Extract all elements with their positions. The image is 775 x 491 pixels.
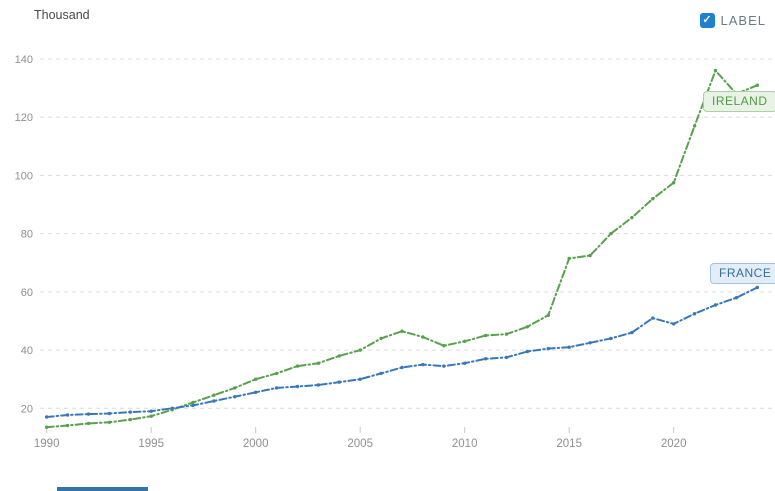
point-france-2011[interactable] <box>483 357 488 361</box>
line-ireland[interactable] <box>45 69 759 429</box>
point-ireland-2002[interactable] <box>295 364 300 368</box>
point-france-2012[interactable] <box>504 355 509 360</box>
point-france-2002[interactable] <box>295 384 300 389</box>
point-ireland-1995[interactable] <box>149 414 153 418</box>
point-france-2010[interactable] <box>463 361 467 365</box>
line-france[interactable] <box>45 286 759 418</box>
point-ireland-2000[interactable] <box>254 377 258 381</box>
point-france-1991[interactable] <box>65 413 70 417</box>
point-ireland-1997[interactable] <box>191 400 195 405</box>
point-france-2015[interactable] <box>567 345 571 349</box>
partial-bottom-element[interactable] <box>57 487 148 491</box>
point-france-2001[interactable] <box>274 386 279 390</box>
point-ireland-1993[interactable] <box>107 420 112 424</box>
point-ireland-2011[interactable] <box>483 333 488 338</box>
point-france-2008[interactable] <box>421 362 425 367</box>
y-tick-label-100: 100 <box>15 170 33 182</box>
point-ireland-2022[interactable] <box>713 68 718 73</box>
point-france-1998[interactable] <box>212 399 216 403</box>
point-france-1997[interactable] <box>191 403 195 408</box>
point-ireland-2018[interactable] <box>630 215 634 220</box>
point-france-2024[interactable] <box>755 285 759 290</box>
point-ireland-2009[interactable] <box>442 344 446 348</box>
point-france-2000[interactable] <box>254 390 258 394</box>
x-tick-label-2000: 2000 <box>243 438 269 450</box>
y-tick-label-40: 40 <box>21 345 33 357</box>
point-france-1992[interactable] <box>86 412 91 416</box>
series-label-france[interactable]: FRANCE <box>710 263 775 284</box>
y-tick-label-120: 120 <box>15 112 33 124</box>
point-ireland-2006[interactable] <box>379 336 383 341</box>
point-france-2003[interactable] <box>316 383 321 387</box>
point-ireland-1998[interactable] <box>212 393 216 397</box>
point-ireland-2003[interactable] <box>316 361 321 365</box>
x-tick-label-2010: 2010 <box>452 438 478 450</box>
point-ireland-2021[interactable] <box>692 124 697 128</box>
point-france-1999[interactable] <box>233 395 237 399</box>
point-france-2020[interactable] <box>672 322 676 326</box>
point-france-2018[interactable] <box>630 330 634 335</box>
point-ireland-1999[interactable] <box>233 386 237 390</box>
point-france-1994[interactable] <box>128 410 132 414</box>
y-tick-label-60: 60 <box>21 287 33 299</box>
point-france-2023[interactable] <box>734 296 739 300</box>
y-tick-label-20: 20 <box>21 403 33 415</box>
label-toggle[interactable]: ✓ LABEL <box>699 13 766 28</box>
point-france-1990[interactable] <box>45 415 49 419</box>
point-france-2005[interactable] <box>358 377 362 381</box>
series-label-ireland[interactable]: IRELAND <box>703 91 775 112</box>
point-ireland-2007[interactable] <box>400 329 404 333</box>
point-france-1995[interactable] <box>149 409 153 413</box>
point-france-2007[interactable] <box>400 365 404 370</box>
point-france-2009[interactable] <box>442 364 446 368</box>
x-tick-label-1995: 1995 <box>138 438 164 450</box>
point-ireland-2005[interactable] <box>358 348 362 352</box>
point-ireland-2004[interactable] <box>337 354 341 358</box>
point-ireland-2024[interactable] <box>755 83 759 87</box>
y-tick-label-80: 80 <box>21 229 33 241</box>
point-france-2021[interactable] <box>692 312 697 316</box>
label-checkbox-icon[interactable]: ✓ <box>699 13 715 28</box>
point-ireland-1990[interactable] <box>45 425 49 429</box>
point-france-2013[interactable] <box>525 349 530 354</box>
point-france-1993[interactable] <box>107 411 112 416</box>
point-ireland-2010[interactable] <box>463 339 467 343</box>
point-france-2019[interactable] <box>651 316 655 320</box>
label-checkbox-text: LABEL <box>720 13 766 28</box>
point-ireland-2008[interactable] <box>421 335 425 339</box>
point-ireland-1992[interactable] <box>86 421 91 426</box>
point-france-2006[interactable] <box>379 371 383 376</box>
point-ireland-2013[interactable] <box>525 325 530 329</box>
point-france-2016[interactable] <box>588 341 592 345</box>
point-france-1996[interactable] <box>170 406 174 410</box>
point-ireland-2020[interactable] <box>672 181 676 185</box>
y-axis-unit-label: Thousand <box>34 8 90 22</box>
x-tick-label-1990: 1990 <box>34 438 60 450</box>
x-tick-label-2015: 2015 <box>556 438 582 450</box>
point-ireland-2016[interactable] <box>588 253 592 258</box>
point-france-2004[interactable] <box>337 380 341 384</box>
point-ireland-1994[interactable] <box>128 417 132 422</box>
point-ireland-2012[interactable] <box>504 332 509 336</box>
point-ireland-1991[interactable] <box>65 423 70 428</box>
point-ireland-2001[interactable] <box>274 371 279 376</box>
x-tick-label-2005: 2005 <box>347 438 373 450</box>
y-tick-label-140: 140 <box>15 54 33 66</box>
point-france-2022[interactable] <box>713 303 718 307</box>
point-france-2017[interactable] <box>609 336 613 341</box>
point-france-2014[interactable] <box>546 346 550 351</box>
x-tick-label-2020: 2020 <box>661 438 687 450</box>
point-ireland-2014[interactable] <box>546 313 550 317</box>
point-ireland-2019[interactable] <box>651 197 655 201</box>
point-ireland-2015[interactable] <box>567 256 571 261</box>
point-ireland-2017[interactable] <box>609 231 613 236</box>
